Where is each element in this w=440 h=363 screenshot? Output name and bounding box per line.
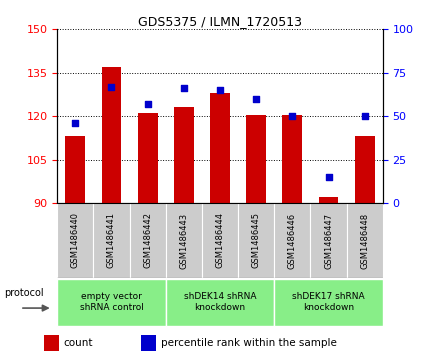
- Text: percentile rank within the sample: percentile rank within the sample: [161, 338, 337, 348]
- Bar: [210, 93, 230, 203]
- Bar: [246, 115, 266, 203]
- Bar: [282, 115, 302, 203]
- Point: [108, 83, 115, 89]
- Point: [253, 96, 260, 102]
- Text: GSM1486447: GSM1486447: [324, 212, 333, 269]
- Bar: [57, 279, 166, 326]
- Text: GSM1486440: GSM1486440: [71, 212, 80, 269]
- Bar: [274, 279, 383, 326]
- Bar: [138, 113, 158, 203]
- Point: [180, 85, 187, 91]
- Bar: [66, 136, 85, 203]
- Text: GSM1486446: GSM1486446: [288, 212, 297, 269]
- Text: shDEK17 shRNA
knockdown: shDEK17 shRNA knockdown: [292, 293, 365, 312]
- Bar: [202, 203, 238, 278]
- Text: GSM1486445: GSM1486445: [252, 212, 260, 269]
- Bar: [102, 67, 121, 203]
- Text: shDEK14 shRNA
knockdown: shDEK14 shRNA knockdown: [184, 293, 256, 312]
- Bar: [355, 136, 375, 203]
- Bar: [57, 203, 93, 278]
- Text: GSM1486448: GSM1486448: [360, 212, 369, 269]
- Bar: [166, 203, 202, 278]
- Point: [72, 120, 79, 126]
- Text: empty vector
shRNA control: empty vector shRNA control: [80, 293, 143, 312]
- Text: GSM1486442: GSM1486442: [143, 212, 152, 269]
- Title: GDS5375 / ILMN_1720513: GDS5375 / ILMN_1720513: [138, 15, 302, 28]
- Point: [216, 87, 224, 93]
- Bar: [93, 203, 129, 278]
- Bar: [166, 279, 274, 326]
- Text: GSM1486441: GSM1486441: [107, 212, 116, 269]
- Text: GSM1486443: GSM1486443: [180, 212, 188, 269]
- Bar: [141, 335, 156, 351]
- Bar: [129, 203, 166, 278]
- Text: count: count: [64, 338, 93, 348]
- Bar: [44, 335, 59, 351]
- Bar: [274, 203, 311, 278]
- Point: [289, 113, 296, 119]
- Text: GSM1486444: GSM1486444: [216, 212, 224, 269]
- Bar: [311, 203, 347, 278]
- Point: [144, 101, 151, 107]
- Text: protocol: protocol: [4, 289, 44, 298]
- Bar: [238, 203, 274, 278]
- Point: [325, 174, 332, 180]
- Bar: [319, 197, 338, 203]
- Bar: [174, 107, 194, 203]
- Bar: [347, 203, 383, 278]
- Point: [361, 113, 368, 119]
